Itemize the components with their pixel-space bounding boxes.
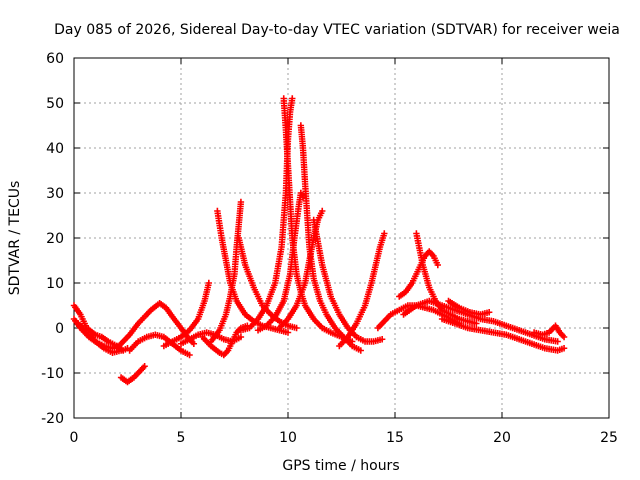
- series-track-16: [297, 122, 364, 354]
- y-tick-label: 10: [46, 276, 64, 292]
- data-point: [205, 279, 213, 287]
- series-track-24: [445, 297, 493, 318]
- y-tick-label: 60: [46, 51, 64, 67]
- data-points: [70, 95, 568, 386]
- y-tick-label: -10: [41, 366, 64, 382]
- data-point: [319, 207, 326, 215]
- series-track-21: [396, 248, 441, 300]
- y-tick-label: -20: [41, 411, 64, 427]
- data-point: [237, 198, 245, 206]
- x-tick-label: 20: [493, 430, 511, 446]
- series-track-3: [75, 320, 125, 356]
- data-point: [117, 347, 125, 354]
- data-point: [434, 261, 441, 269]
- data-point: [289, 95, 296, 102]
- y-tick-label: 20: [46, 231, 64, 247]
- y-axis-label: SDTVAR / TECUs: [7, 181, 23, 296]
- data-point: [485, 309, 493, 316]
- data-point: [560, 333, 568, 341]
- series-track-4: [113, 300, 198, 352]
- series-track-8: [177, 329, 245, 347]
- data-point: [237, 333, 245, 341]
- chart-title: Day 085 of 2026, Sidereal Day-to-day VTE…: [54, 22, 620, 38]
- series-track-5: [117, 363, 148, 386]
- data-point: [357, 347, 364, 354]
- y-tick-label: 30: [46, 186, 64, 202]
- y-axis-ticks: -20 -10 0 10 20 30 40 50 60: [41, 51, 609, 427]
- series-track-13: [237, 95, 296, 334]
- plot-area: [73, 57, 610, 419]
- data-point: [284, 329, 292, 336]
- y-tick-label: 0: [55, 321, 64, 337]
- x-tick-label: 5: [177, 430, 186, 446]
- series-track-25: [438, 315, 568, 354]
- series-track-22: [413, 230, 480, 327]
- series-track-19: [336, 230, 388, 350]
- data-point: [186, 351, 193, 359]
- x-tick-label: 15: [386, 430, 404, 446]
- x-axis-label: GPS time / hours: [282, 458, 399, 474]
- data-point: [293, 324, 300, 332]
- series-track-15: [254, 189, 307, 334]
- x-tick-label: 0: [70, 430, 79, 446]
- series-track-23: [400, 297, 561, 345]
- y-tick-label: 40: [46, 141, 64, 157]
- x-tick-label: 10: [279, 430, 297, 446]
- data-point: [554, 338, 561, 345]
- data-point: [473, 320, 480, 327]
- data-point: [381, 230, 388, 237]
- x-tick-label: 25: [600, 430, 618, 446]
- grid: [74, 58, 609, 418]
- data-point: [141, 363, 148, 370]
- data-point: [560, 345, 568, 352]
- series-track-14: [280, 95, 356, 345]
- y-tick-label: 50: [46, 96, 64, 112]
- series-track-7: [160, 279, 213, 350]
- data-point: [378, 336, 386, 343]
- data-point: [190, 340, 198, 347]
- series-track-26: [530, 322, 568, 341]
- x-axis-ticks: 0 5 10 15 20 25: [70, 58, 618, 446]
